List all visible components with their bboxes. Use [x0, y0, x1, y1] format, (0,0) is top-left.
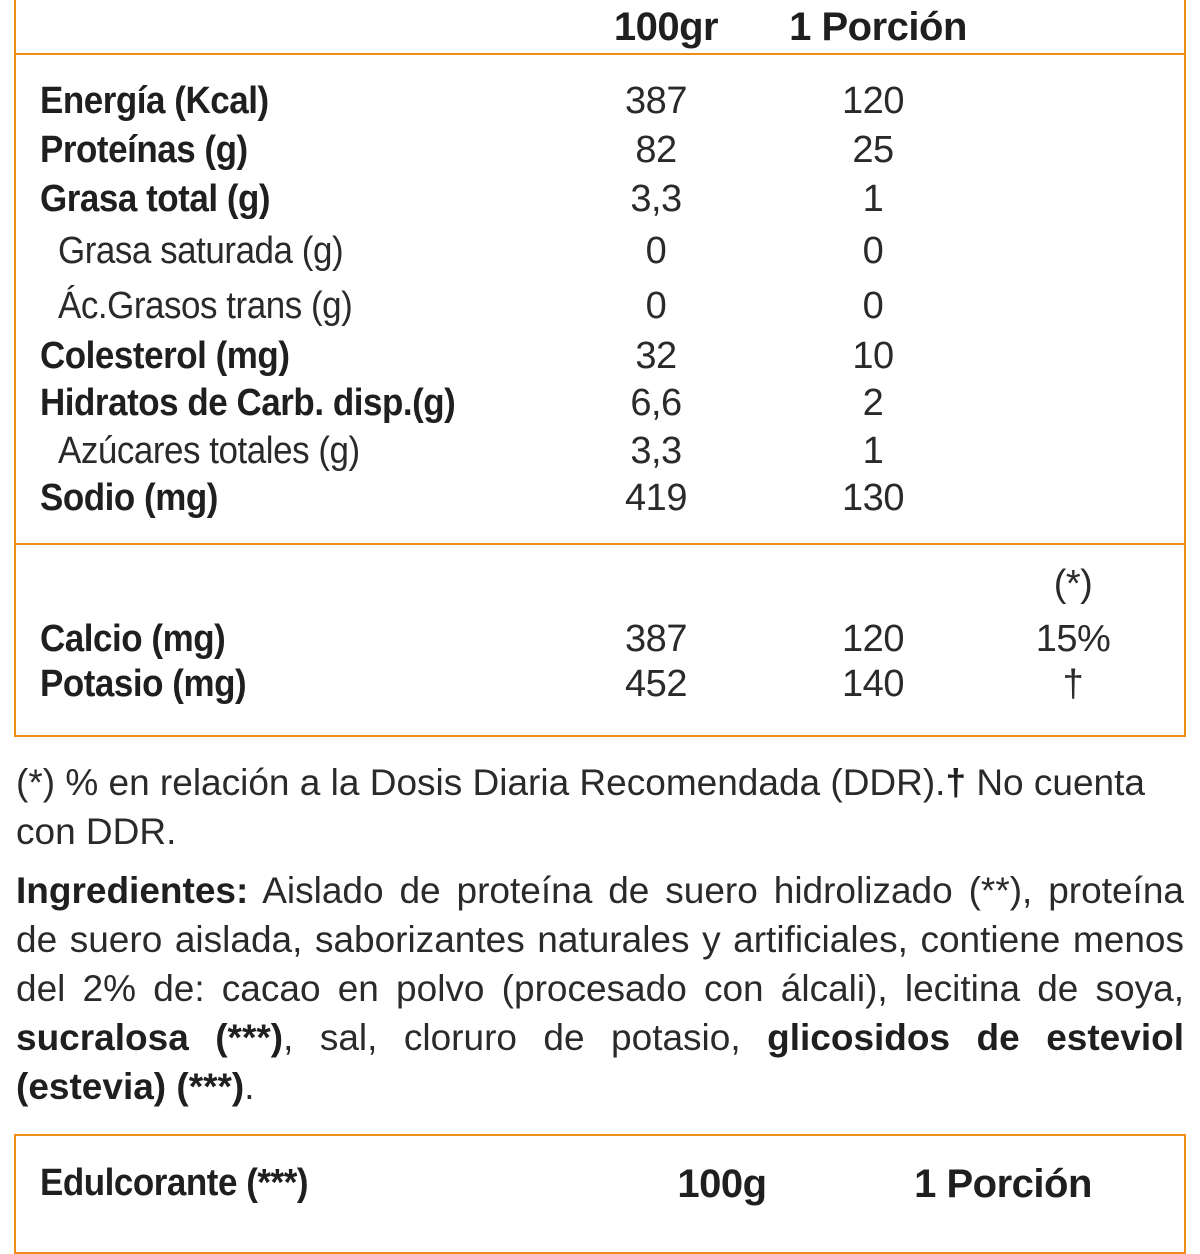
- nutrient-label: Grasa total (g): [40, 178, 271, 220]
- mineral-ddr: †: [1062, 663, 1084, 705]
- mineral-value-portion: 120: [842, 618, 904, 660]
- value-portion: 1: [862, 178, 884, 220]
- nutrition-table: [14, 0, 1186, 737]
- value-100gr: 3,3: [630, 430, 682, 472]
- footnote: (*) % en relación a la Dosis Diaria Reco…: [16, 758, 1184, 856]
- value-100gr: 0: [645, 285, 667, 327]
- sweetener-label: Edulcorante (***): [40, 1162, 309, 1204]
- ingredients-text-2: , sal, cloruro de potasio,: [283, 1017, 768, 1058]
- ingredients-label: Ingredientes:: [16, 870, 249, 911]
- nutrient-label: Azúcares totales (g): [58, 430, 360, 472]
- nutrient-label: Energía (Kcal): [40, 80, 269, 122]
- value-100gr: 387: [625, 80, 687, 122]
- mineral-value-portion: 140: [842, 663, 904, 705]
- column-header-100gr: 100gr: [613, 5, 719, 49]
- nutrient-label: Proteínas (g): [40, 129, 248, 171]
- mineral-ddr: 15%: [1035, 618, 1111, 660]
- ddr-header: (*): [1053, 563, 1093, 605]
- ingredient-stevia: glicosidos de esteviol (estevia) (***): [16, 1017, 1184, 1107]
- header-divider: [14, 53, 1186, 55]
- section-divider: [14, 543, 1186, 545]
- mineral-value-100gr: 452: [625, 663, 687, 705]
- mineral-value-100gr: 387: [625, 618, 687, 660]
- nutrient-label: Grasa saturada (g): [58, 230, 344, 272]
- value-100gr: 82: [635, 129, 677, 171]
- value-portion: 120: [842, 80, 904, 122]
- value-portion: 1: [862, 430, 884, 472]
- mineral-label: Potasio (mg): [40, 663, 247, 705]
- dagger-symbol: †: [945, 762, 967, 803]
- sweetener-header-portion: 1 Porción: [914, 1162, 1092, 1206]
- value-portion: 2: [862, 382, 884, 424]
- column-header-portion: 1 Porción: [789, 5, 967, 49]
- value-100gr: 0: [645, 230, 667, 272]
- value-portion: 25: [852, 129, 894, 171]
- value-100gr: 3,3: [630, 178, 682, 220]
- value-100gr: 419: [625, 477, 687, 519]
- value-portion: 10: [852, 335, 894, 377]
- mineral-label: Calcio (mg): [40, 618, 226, 660]
- value-100gr: 6,6: [630, 382, 682, 424]
- nutrient-label: Sodio (mg): [40, 477, 218, 519]
- footnote-text-2: No cuenta con DDR.: [16, 762, 1145, 852]
- value-portion: 0: [862, 230, 884, 272]
- value-portion: 0: [862, 285, 884, 327]
- ingredients-paragraph: Ingredientes: Aislado de proteína de sue…: [16, 866, 1184, 1111]
- sweetener-header-100g: 100g: [677, 1162, 767, 1206]
- value-100gr: 32: [635, 335, 677, 377]
- ingredient-sucralose: sucralosa (***): [16, 1017, 284, 1058]
- footnote-text: (*) % en relación a la Dosis Diaria Reco…: [16, 762, 946, 803]
- nutrient-label: Ác.Grasos trans (g): [58, 285, 353, 327]
- ingredients-text: Aislado de proteína de suero hidrolizado…: [16, 870, 1184, 1009]
- ingredients-end: .: [244, 1066, 255, 1107]
- nutrient-label: Hidratos de Carb. disp.(g): [40, 382, 456, 424]
- nutrient-label: Colesterol (mg): [40, 335, 290, 377]
- value-portion: 130: [842, 477, 904, 519]
